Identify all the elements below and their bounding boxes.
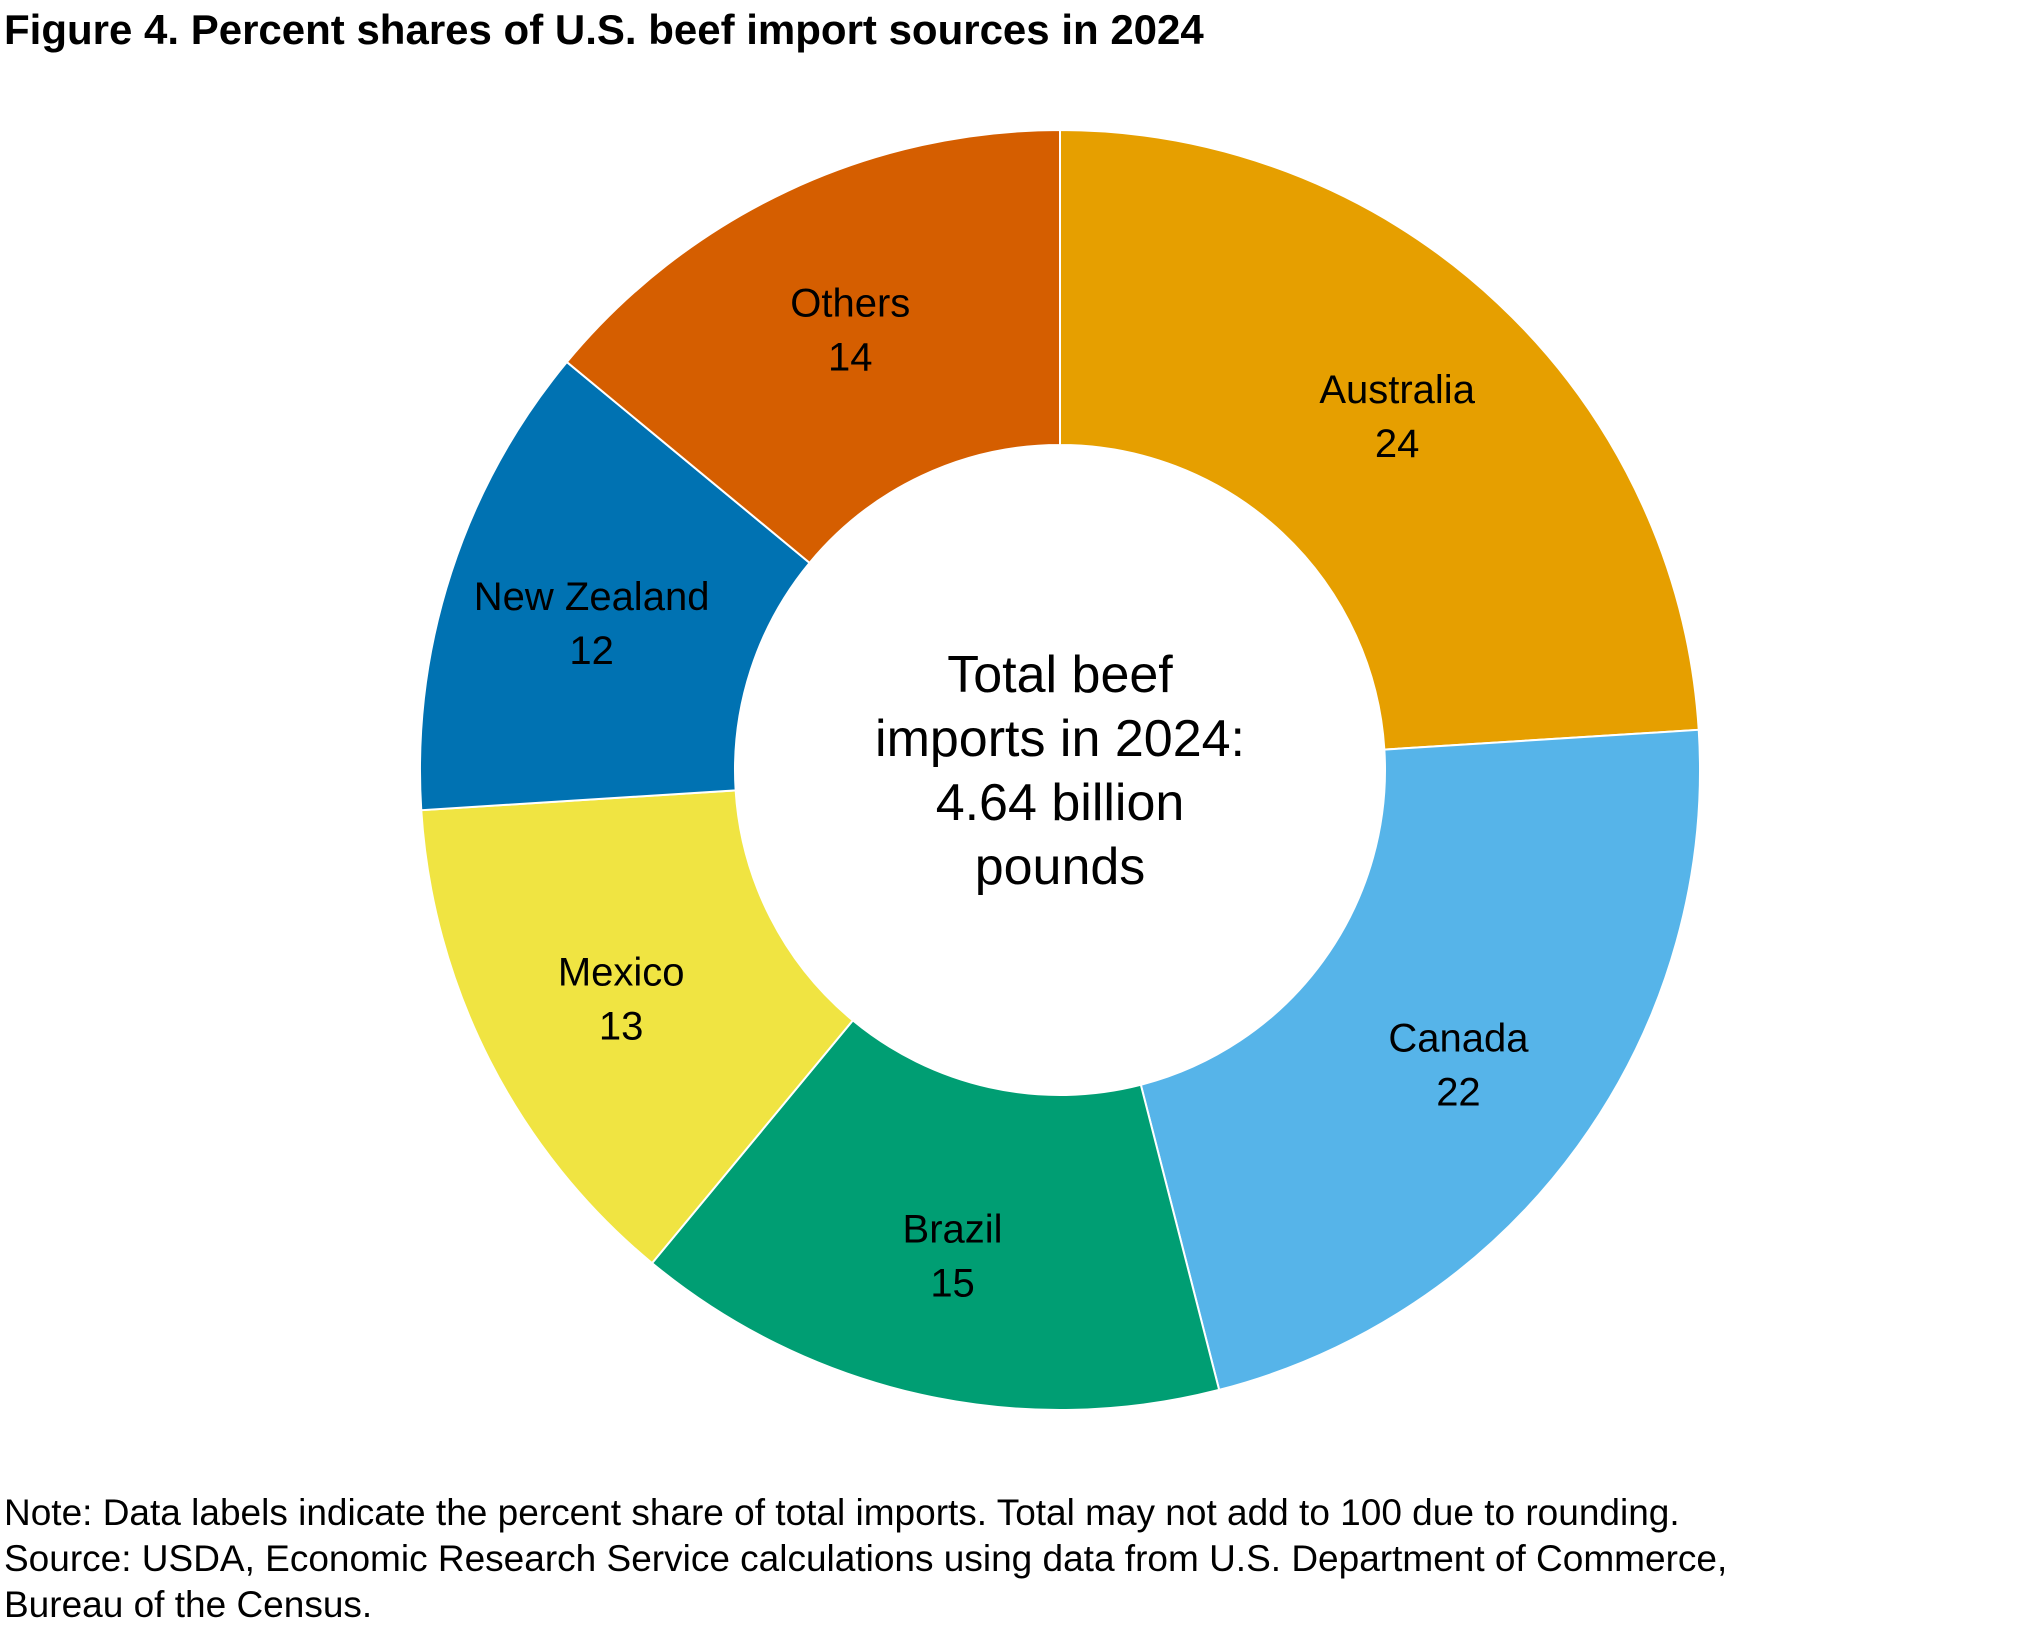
slice-labels-group: Australia 24 Canada 22 Brazil 15 Mexico 13 New Z… — [474, 281, 1529, 1305]
source-text-line1: Source: USDA, Economic Research Service … — [4, 1538, 1728, 1579]
slice-value-others: 14 — [828, 335, 873, 379]
slice-name-others: Others — [790, 281, 910, 325]
slice-label-canada: Canada 22 — [1388, 1016, 1529, 1114]
slice-brazil — [650, 1019, 1221, 1411]
slice-name-canada: Canada — [1388, 1016, 1529, 1060]
center-label: Total beef imports in 2024: 4.64 billion po… — [875, 646, 1245, 896]
chart-title: Figure 4. Percent shares of U.S. beef im… — [4, 6, 1204, 53]
slice-name-australia: Australia — [1319, 368, 1475, 412]
note-text: Note: Data labels indicate the percent s… — [4, 1492, 1680, 1533]
slice-value-brazil: 15 — [930, 1262, 975, 1306]
center-label-line-1: Total beef — [947, 646, 1173, 704]
slice-label-brazil: Brazil 15 — [903, 1208, 1003, 1306]
slice-label-new-zealand: New Zealand 12 — [474, 575, 710, 673]
center-label-line-3: 4.64 billion — [936, 774, 1185, 832]
slice-new-zealand — [419, 360, 811, 812]
slice-value-mexico: 13 — [599, 1005, 644, 1049]
slices-group — [419, 128, 1701, 1411]
slice-others — [565, 128, 1061, 565]
slice-australia — [1059, 128, 1700, 751]
slice-label-australia: Australia 24 — [1319, 368, 1475, 466]
slice-name-brazil: Brazil — [903, 1208, 1003, 1252]
slice-value-australia: 24 — [1375, 422, 1420, 466]
slice-mexico — [420, 789, 855, 1265]
slice-canada — [1139, 728, 1701, 1392]
slice-label-mexico: Mexico 13 — [558, 951, 685, 1049]
center-label-line-4: pounds — [975, 838, 1146, 896]
source-text-line2: Bureau of the Census. — [4, 1584, 373, 1625]
slice-value-canada: 22 — [1436, 1070, 1481, 1114]
center-label-line-2: imports in 2024: — [875, 710, 1245, 768]
slice-label-others: Others 14 — [790, 281, 910, 379]
slice-value-new-zealand: 12 — [569, 629, 614, 673]
slice-name-new-zealand: New Zealand — [474, 575, 710, 619]
slice-name-mexico: Mexico — [558, 951, 685, 995]
chart-notes: Note: Data labels indicate the percent s… — [4, 1490, 1727, 1628]
